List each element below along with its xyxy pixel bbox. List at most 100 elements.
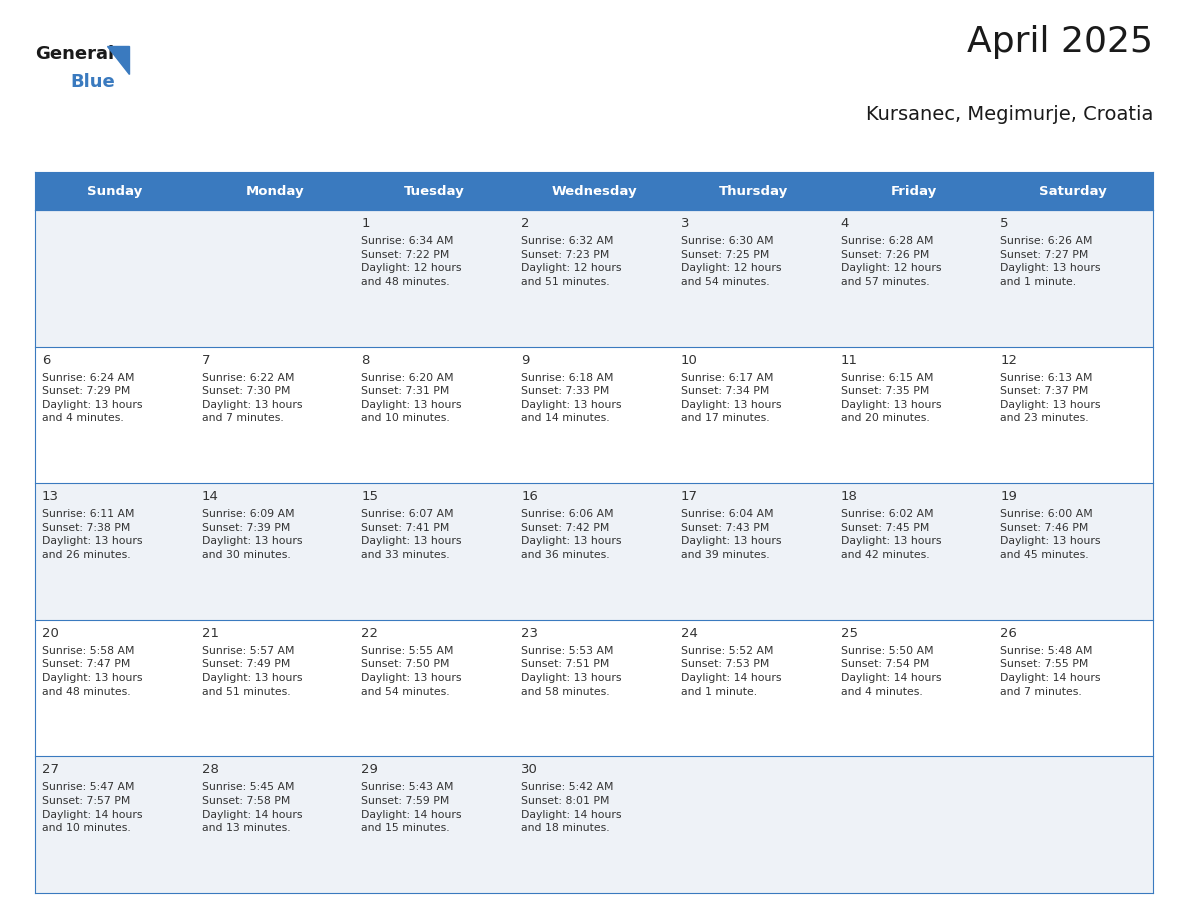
Text: Kursanec, Megimurje, Croatia: Kursanec, Megimurje, Croatia: [866, 105, 1154, 124]
Bar: [195, 347, 354, 483]
Text: 11: 11: [841, 353, 858, 366]
Polygon shape: [107, 46, 129, 74]
Text: 18: 18: [841, 490, 858, 503]
Text: 12: 12: [1000, 353, 1017, 366]
Text: 21: 21: [202, 627, 219, 640]
Bar: [674, 756, 834, 893]
Text: 15: 15: [361, 490, 379, 503]
Bar: [195, 620, 354, 756]
Bar: [195, 483, 354, 620]
Text: Sunrise: 6:15 AM
Sunset: 7:35 PM
Daylight: 13 hours
and 20 minutes.: Sunrise: 6:15 AM Sunset: 7:35 PM Dayligh…: [841, 373, 941, 423]
Text: Sunrise: 5:55 AM
Sunset: 7:50 PM
Daylight: 13 hours
and 54 minutes.: Sunrise: 5:55 AM Sunset: 7:50 PM Dayligh…: [361, 645, 462, 697]
Bar: [195, 210, 354, 347]
Text: Sunrise: 6:09 AM
Sunset: 7:39 PM
Daylight: 13 hours
and 30 minutes.: Sunrise: 6:09 AM Sunset: 7:39 PM Dayligh…: [202, 509, 302, 560]
Bar: [34, 172, 1154, 210]
Text: Sunrise: 6:04 AM
Sunset: 7:43 PM
Daylight: 13 hours
and 39 minutes.: Sunrise: 6:04 AM Sunset: 7:43 PM Dayligh…: [681, 509, 782, 560]
Text: 16: 16: [522, 490, 538, 503]
Text: Sunrise: 6:17 AM
Sunset: 7:34 PM
Daylight: 13 hours
and 17 minutes.: Sunrise: 6:17 AM Sunset: 7:34 PM Dayligh…: [681, 373, 782, 423]
Bar: [834, 756, 993, 893]
Text: 3: 3: [681, 217, 689, 230]
Text: 6: 6: [42, 353, 50, 366]
Text: Tuesday: Tuesday: [404, 185, 465, 197]
Text: Sunrise: 6:06 AM
Sunset: 7:42 PM
Daylight: 13 hours
and 36 minutes.: Sunrise: 6:06 AM Sunset: 7:42 PM Dayligh…: [522, 509, 621, 560]
Bar: [834, 483, 993, 620]
Text: Sunrise: 6:32 AM
Sunset: 7:23 PM
Daylight: 12 hours
and 51 minutes.: Sunrise: 6:32 AM Sunset: 7:23 PM Dayligh…: [522, 236, 621, 286]
Bar: [514, 756, 674, 893]
Text: Sunrise: 5:57 AM
Sunset: 7:49 PM
Daylight: 13 hours
and 51 minutes.: Sunrise: 5:57 AM Sunset: 7:49 PM Dayligh…: [202, 645, 302, 697]
Text: Sunrise: 6:11 AM
Sunset: 7:38 PM
Daylight: 13 hours
and 26 minutes.: Sunrise: 6:11 AM Sunset: 7:38 PM Dayligh…: [42, 509, 143, 560]
Text: Sunrise: 6:26 AM
Sunset: 7:27 PM
Daylight: 13 hours
and 1 minute.: Sunrise: 6:26 AM Sunset: 7:27 PM Dayligh…: [1000, 236, 1101, 286]
Bar: [993, 483, 1154, 620]
Bar: [34, 620, 195, 756]
Bar: [34, 483, 195, 620]
Text: Wednesday: Wednesday: [551, 185, 637, 197]
Text: Sunrise: 5:45 AM
Sunset: 7:58 PM
Daylight: 14 hours
and 13 minutes.: Sunrise: 5:45 AM Sunset: 7:58 PM Dayligh…: [202, 782, 302, 834]
Text: Sunrise: 5:58 AM
Sunset: 7:47 PM
Daylight: 13 hours
and 48 minutes.: Sunrise: 5:58 AM Sunset: 7:47 PM Dayligh…: [42, 645, 143, 697]
Text: 7: 7: [202, 353, 210, 366]
Bar: [514, 210, 674, 347]
Bar: [674, 347, 834, 483]
Text: 30: 30: [522, 764, 538, 777]
Text: 13: 13: [42, 490, 59, 503]
Bar: [674, 210, 834, 347]
Text: 20: 20: [42, 627, 59, 640]
Text: Friday: Friday: [890, 185, 936, 197]
Bar: [993, 347, 1154, 483]
Bar: [354, 210, 514, 347]
Text: Monday: Monday: [245, 185, 304, 197]
Text: Sunrise: 6:20 AM
Sunset: 7:31 PM
Daylight: 13 hours
and 10 minutes.: Sunrise: 6:20 AM Sunset: 7:31 PM Dayligh…: [361, 373, 462, 423]
Text: 28: 28: [202, 764, 219, 777]
Bar: [34, 210, 195, 347]
Text: 1: 1: [361, 217, 369, 230]
Bar: [514, 347, 674, 483]
Bar: [514, 483, 674, 620]
Text: Sunrise: 5:52 AM
Sunset: 7:53 PM
Daylight: 14 hours
and 1 minute.: Sunrise: 5:52 AM Sunset: 7:53 PM Dayligh…: [681, 645, 782, 697]
Text: 10: 10: [681, 353, 697, 366]
Text: Sunrise: 6:24 AM
Sunset: 7:29 PM
Daylight: 13 hours
and 4 minutes.: Sunrise: 6:24 AM Sunset: 7:29 PM Dayligh…: [42, 373, 143, 423]
Text: 5: 5: [1000, 217, 1009, 230]
Text: Sunrise: 6:34 AM
Sunset: 7:22 PM
Daylight: 12 hours
and 48 minutes.: Sunrise: 6:34 AM Sunset: 7:22 PM Dayligh…: [361, 236, 462, 286]
Text: 17: 17: [681, 490, 697, 503]
Bar: [834, 347, 993, 483]
Text: 23: 23: [522, 627, 538, 640]
Text: Sunrise: 5:47 AM
Sunset: 7:57 PM
Daylight: 14 hours
and 10 minutes.: Sunrise: 5:47 AM Sunset: 7:57 PM Dayligh…: [42, 782, 143, 834]
Text: 4: 4: [841, 217, 849, 230]
Text: Sunrise: 6:28 AM
Sunset: 7:26 PM
Daylight: 12 hours
and 57 minutes.: Sunrise: 6:28 AM Sunset: 7:26 PM Dayligh…: [841, 236, 941, 286]
Bar: [354, 347, 514, 483]
Text: Sunrise: 5:42 AM
Sunset: 8:01 PM
Daylight: 14 hours
and 18 minutes.: Sunrise: 5:42 AM Sunset: 8:01 PM Dayligh…: [522, 782, 621, 834]
Text: 25: 25: [841, 627, 858, 640]
Text: 14: 14: [202, 490, 219, 503]
Bar: [195, 756, 354, 893]
Bar: [834, 620, 993, 756]
Text: Sunrise: 5:43 AM
Sunset: 7:59 PM
Daylight: 14 hours
and 15 minutes.: Sunrise: 5:43 AM Sunset: 7:59 PM Dayligh…: [361, 782, 462, 834]
Text: Sunrise: 6:13 AM
Sunset: 7:37 PM
Daylight: 13 hours
and 23 minutes.: Sunrise: 6:13 AM Sunset: 7:37 PM Dayligh…: [1000, 373, 1101, 423]
Bar: [514, 620, 674, 756]
Text: Sunrise: 6:07 AM
Sunset: 7:41 PM
Daylight: 13 hours
and 33 minutes.: Sunrise: 6:07 AM Sunset: 7:41 PM Dayligh…: [361, 509, 462, 560]
Text: 26: 26: [1000, 627, 1017, 640]
Text: General: General: [34, 45, 114, 63]
Text: Sunrise: 6:18 AM
Sunset: 7:33 PM
Daylight: 13 hours
and 14 minutes.: Sunrise: 6:18 AM Sunset: 7:33 PM Dayligh…: [522, 373, 621, 423]
Bar: [993, 210, 1154, 347]
Text: Blue: Blue: [70, 73, 115, 91]
Text: 9: 9: [522, 353, 530, 366]
Bar: [34, 347, 195, 483]
Text: Sunrise: 5:50 AM
Sunset: 7:54 PM
Daylight: 14 hours
and 4 minutes.: Sunrise: 5:50 AM Sunset: 7:54 PM Dayligh…: [841, 645, 941, 697]
Bar: [674, 483, 834, 620]
Text: 22: 22: [361, 627, 379, 640]
Bar: [834, 210, 993, 347]
Text: Thursday: Thursday: [719, 185, 789, 197]
Text: April 2025: April 2025: [967, 25, 1154, 59]
Bar: [354, 483, 514, 620]
Text: Sunrise: 6:22 AM
Sunset: 7:30 PM
Daylight: 13 hours
and 7 minutes.: Sunrise: 6:22 AM Sunset: 7:30 PM Dayligh…: [202, 373, 302, 423]
Text: 29: 29: [361, 764, 378, 777]
Text: 8: 8: [361, 353, 369, 366]
Bar: [354, 756, 514, 893]
Text: 24: 24: [681, 627, 697, 640]
Text: Sunrise: 5:48 AM
Sunset: 7:55 PM
Daylight: 14 hours
and 7 minutes.: Sunrise: 5:48 AM Sunset: 7:55 PM Dayligh…: [1000, 645, 1101, 697]
Text: Sunrise: 6:00 AM
Sunset: 7:46 PM
Daylight: 13 hours
and 45 minutes.: Sunrise: 6:00 AM Sunset: 7:46 PM Dayligh…: [1000, 509, 1101, 560]
Bar: [354, 620, 514, 756]
Text: Sunday: Sunday: [87, 185, 143, 197]
Bar: [674, 620, 834, 756]
Text: Saturday: Saturday: [1040, 185, 1107, 197]
Bar: [993, 620, 1154, 756]
